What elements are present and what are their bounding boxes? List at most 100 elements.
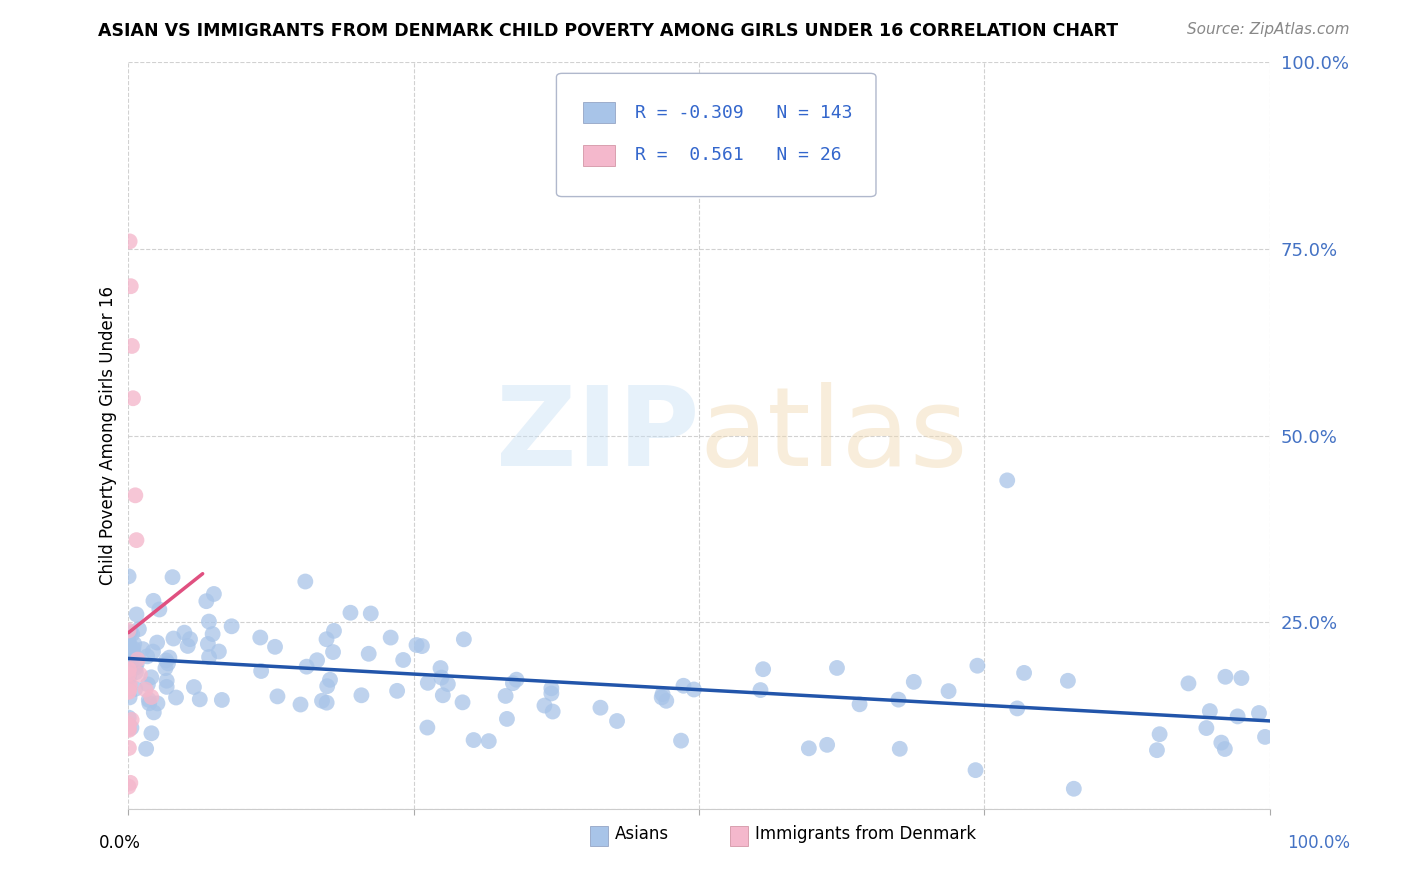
Point — [1195, 721, 1218, 735]
Point — [357, 647, 380, 661]
Point — [749, 683, 772, 698]
Point — [146, 635, 169, 649]
Point — [540, 686, 562, 700]
Point — [141, 670, 163, 684]
FancyBboxPatch shape — [557, 73, 876, 196]
Point — [316, 679, 339, 693]
Point — [672, 679, 695, 693]
Point — [311, 694, 333, 708]
Point — [165, 690, 187, 705]
Point — [385, 684, 408, 698]
Point — [117, 716, 139, 731]
Y-axis label: Child Poverty Among Girls Under 16: Child Poverty Among Girls Under 16 — [100, 286, 117, 585]
Point — [142, 594, 165, 608]
Point — [416, 676, 439, 690]
Point — [117, 719, 139, 733]
Point — [350, 688, 373, 702]
Point — [125, 607, 148, 622]
Point — [392, 653, 415, 667]
Point — [188, 692, 211, 706]
Point — [121, 627, 143, 641]
Point — [752, 662, 775, 676]
Point — [540, 681, 562, 696]
Point — [211, 693, 233, 707]
Point — [198, 615, 221, 629]
Point — [120, 625, 142, 640]
Point — [221, 619, 243, 633]
Point — [177, 639, 200, 653]
Point — [380, 631, 402, 645]
Point — [117, 722, 139, 736]
Point — [132, 642, 155, 657]
Point — [201, 627, 224, 641]
Point — [339, 606, 361, 620]
Point — [1146, 743, 1168, 757]
Point — [478, 734, 501, 748]
Point — [156, 673, 179, 688]
Point — [125, 657, 148, 671]
Point — [120, 776, 142, 790]
Point — [135, 741, 157, 756]
Point — [179, 632, 201, 647]
Text: R = -0.309   N = 143: R = -0.309 N = 143 — [636, 104, 852, 122]
Point — [142, 706, 165, 720]
Point — [496, 712, 519, 726]
Point — [323, 624, 346, 638]
Text: Asians: Asians — [614, 825, 669, 843]
Point — [117, 670, 139, 684]
Point — [502, 676, 524, 690]
Point — [315, 696, 337, 710]
Point — [118, 690, 141, 705]
Point — [124, 488, 146, 502]
Point — [1012, 665, 1035, 680]
Point — [136, 677, 159, 691]
Point — [118, 652, 141, 666]
Point — [965, 763, 987, 777]
Point — [125, 533, 148, 548]
Point — [651, 690, 673, 705]
Point — [966, 658, 988, 673]
Point — [825, 661, 848, 675]
Point — [451, 695, 474, 709]
Point — [118, 723, 141, 737]
Point — [405, 638, 427, 652]
Point — [198, 650, 221, 665]
Point — [162, 632, 184, 646]
Point — [118, 677, 141, 691]
Text: R =  0.561   N = 26: R = 0.561 N = 26 — [636, 146, 842, 164]
Point — [135, 682, 157, 697]
Point — [1211, 736, 1233, 750]
Point — [118, 637, 141, 651]
Point — [118, 671, 141, 685]
Point — [141, 726, 163, 740]
Point — [411, 639, 433, 653]
Text: 0.0%: 0.0% — [98, 834, 141, 852]
Point — [155, 653, 177, 667]
Point — [117, 569, 139, 583]
Text: 100.0%: 100.0% — [1286, 834, 1350, 852]
Point — [118, 684, 141, 698]
Point — [122, 391, 145, 405]
Point — [117, 638, 139, 652]
Point — [505, 673, 527, 687]
Point — [848, 698, 870, 712]
Point — [156, 680, 179, 694]
Point — [120, 721, 142, 735]
Point — [903, 674, 925, 689]
Point — [264, 640, 287, 654]
Point — [157, 650, 180, 665]
Point — [136, 649, 159, 664]
Text: Immigrants from Denmark: Immigrants from Denmark — [755, 825, 976, 843]
Point — [319, 673, 342, 687]
Point — [124, 661, 146, 675]
Point — [453, 632, 475, 647]
Point — [197, 637, 219, 651]
Point — [118, 681, 141, 695]
Point — [1007, 701, 1029, 715]
Point — [155, 661, 177, 675]
Point — [202, 587, 225, 601]
Point — [495, 689, 517, 703]
Point — [266, 690, 288, 704]
Point — [1177, 676, 1199, 690]
Point — [1213, 742, 1236, 756]
